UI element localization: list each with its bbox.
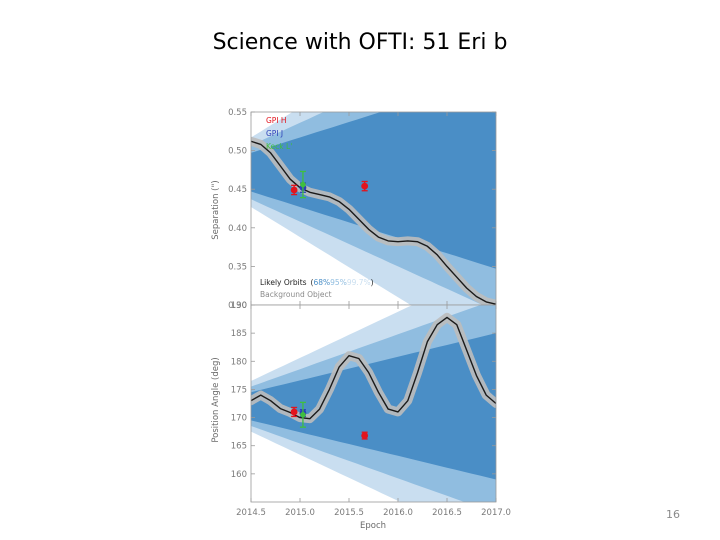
- position-angle-panel: 160 165 170 175 180 185 190 Position Angle (de…: [211, 301, 511, 531]
- y-tick-label: 0.30: [228, 301, 247, 311]
- legend-likely-orbits: Likely Orbits: [260, 278, 307, 287]
- orbit-legend: Likely Orbits (68%95%99.7%) Background Ob…: [260, 278, 374, 299]
- legend-gpi-j: GPI J: [266, 129, 283, 138]
- legend-close-paren: ): [371, 278, 374, 287]
- y-tick-label: 0.55: [228, 108, 247, 118]
- position-angle-band-68-percent: [251, 333, 496, 480]
- x-tick-label: 2015.0: [285, 508, 315, 518]
- y-tick-label: 160: [231, 470, 247, 480]
- keck-l-data-point: [300, 411, 306, 418]
- x-tick-label: 2017.0: [481, 508, 511, 518]
- legend-keck: Keck L': [266, 142, 292, 151]
- legend-gpi-h: GPI H: [266, 116, 287, 125]
- separation-panel: 0.300.350.400.450.500.55 Separation (") …: [211, 108, 497, 311]
- slide-title: Science with OFTI: 51 Eri b: [212, 30, 508, 55]
- legend-background-object: Background Object: [260, 290, 332, 299]
- position-angle-frame: [250, 304, 497, 503]
- svg-text:Likely Orbits(68%95%99.7%): Likely Orbits (68%95%99.7%): [260, 278, 374, 287]
- gpi-h-data-point: [290, 408, 298, 416]
- legend-68-percent: 68%: [313, 278, 330, 287]
- y-tick-label: 185: [231, 329, 247, 339]
- y-tick-label: 0.35: [228, 262, 247, 272]
- legend-open-paren: (: [311, 278, 314, 287]
- x-tick-label: 2016.0: [383, 508, 413, 518]
- legend-99-percent: 99.7%: [347, 278, 371, 287]
- y-tick-label: 0.45: [228, 185, 247, 195]
- y-tick-label: 170: [231, 414, 247, 424]
- legend-95-percent: 95%: [330, 278, 347, 287]
- gpi-h-data-point: [361, 432, 369, 439]
- x-tick-label: 2016.5: [432, 508, 462, 518]
- y-tick-label: 0.40: [228, 224, 247, 234]
- epoch-x-axis-label: Epoch: [360, 521, 386, 531]
- x-tick-label: 2015.5: [334, 508, 364, 518]
- gpi-h-data-point: [290, 186, 298, 194]
- y-tick-label: 175: [231, 385, 247, 395]
- y-tick-label: 180: [231, 357, 247, 367]
- y-tick-label: 165: [231, 442, 247, 452]
- keck-l-data-point: [300, 181, 306, 188]
- position-angle-y-axis-label: Position Angle (deg): [211, 357, 221, 442]
- separation-model-curve: [251, 140, 496, 305]
- x-tick-label: 2014.5: [236, 508, 266, 518]
- y-tick-label: 190: [231, 301, 247, 311]
- gpi-h-data-point: [361, 182, 369, 190]
- slide-number: 16: [666, 508, 680, 521]
- instrument-legend: GPI H GPI J Keck L': [266, 116, 292, 151]
- separation-y-axis-label: Separation ("): [211, 180, 221, 239]
- y-tick-label: 0.50: [228, 147, 247, 157]
- separation-band-68-percent: [251, 112, 496, 269]
